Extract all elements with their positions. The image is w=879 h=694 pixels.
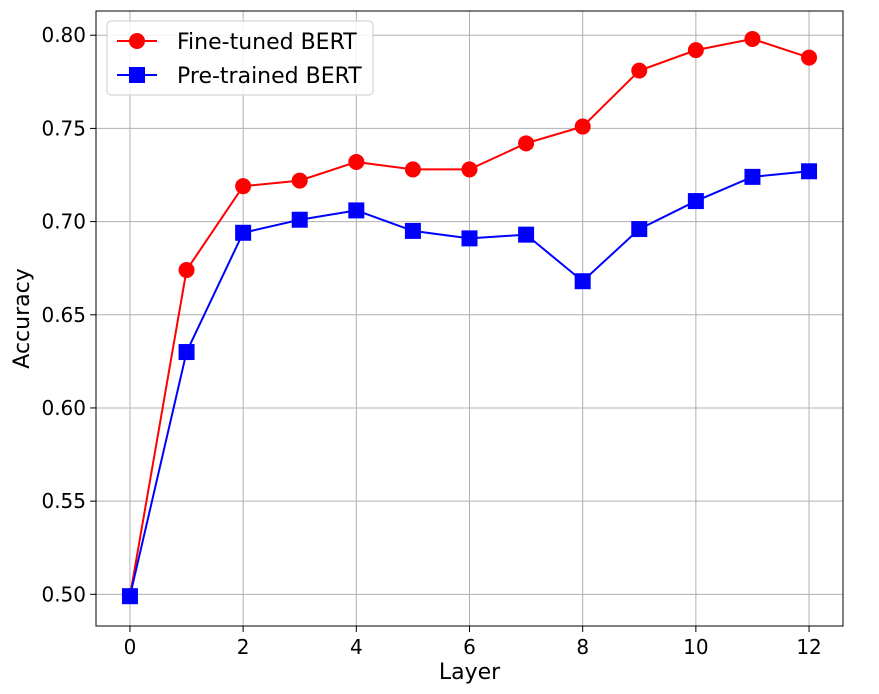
y-tick-label: 0.80 bbox=[41, 23, 86, 47]
legend-box bbox=[106, 20, 374, 96]
x-tick-label: 12 bbox=[796, 635, 821, 659]
x-tick-label: 6 bbox=[463, 635, 476, 659]
data-point bbox=[574, 118, 591, 135]
data-point bbox=[687, 42, 704, 59]
data-point bbox=[461, 161, 478, 178]
y-tick-label: 0.50 bbox=[41, 582, 86, 606]
legend-entry: Pre-trained BERT bbox=[117, 64, 362, 89]
x-tick-label: 8 bbox=[576, 635, 589, 659]
series-pre-trained-bert bbox=[121, 163, 818, 605]
data-point bbox=[518, 135, 535, 152]
data-point bbox=[404, 222, 421, 239]
data-point bbox=[235, 178, 252, 195]
data-point bbox=[574, 273, 591, 290]
data-point bbox=[744, 30, 761, 47]
legend-label: Pre-trained BERT bbox=[177, 64, 362, 89]
legend-swatch-marker bbox=[129, 67, 145, 83]
x-tick-label: 2 bbox=[237, 635, 250, 659]
y-tick-label: 0.55 bbox=[41, 489, 86, 513]
legend: Fine-tuned BERT Pre-trained BERT bbox=[106, 20, 374, 96]
data-point bbox=[291, 211, 308, 228]
data-point bbox=[178, 262, 195, 279]
data-point bbox=[404, 161, 421, 178]
data-point bbox=[235, 224, 252, 241]
data-point bbox=[348, 202, 365, 219]
y-tick-label: 0.60 bbox=[41, 396, 86, 420]
legend-label: Fine-tuned BERT bbox=[177, 30, 357, 55]
data-point bbox=[121, 588, 138, 605]
data-point bbox=[744, 168, 761, 185]
data-point bbox=[348, 153, 365, 170]
series-group bbox=[121, 30, 818, 605]
data-point bbox=[178, 344, 195, 361]
x-tick-label: 4 bbox=[350, 635, 363, 659]
y-axis-label: Accuracy bbox=[10, 268, 35, 368]
x-tick-label: 0 bbox=[124, 635, 137, 659]
grid bbox=[96, 11, 843, 626]
legend-swatch-marker bbox=[129, 33, 145, 49]
legend-entry: Fine-tuned BERT bbox=[117, 30, 357, 55]
data-point bbox=[801, 49, 818, 66]
data-point bbox=[518, 226, 535, 243]
data-point bbox=[631, 221, 648, 238]
y-tick-label: 0.65 bbox=[41, 303, 86, 327]
x-axis-ticks: 0 2 4 6 8 10 12 bbox=[124, 626, 822, 659]
y-tick-label: 0.70 bbox=[41, 210, 86, 234]
data-point bbox=[461, 230, 478, 247]
data-point bbox=[291, 172, 308, 189]
x-axis-label: Layer bbox=[439, 660, 501, 685]
x-tick-label: 10 bbox=[683, 635, 708, 659]
data-point bbox=[687, 193, 704, 210]
y-tick-label: 0.75 bbox=[41, 116, 86, 140]
y-axis-ticks: 0.50 0.55 0.60 0.65 0.70 0.75 0.80 bbox=[41, 23, 96, 606]
data-point bbox=[801, 163, 818, 180]
data-point bbox=[631, 62, 648, 79]
